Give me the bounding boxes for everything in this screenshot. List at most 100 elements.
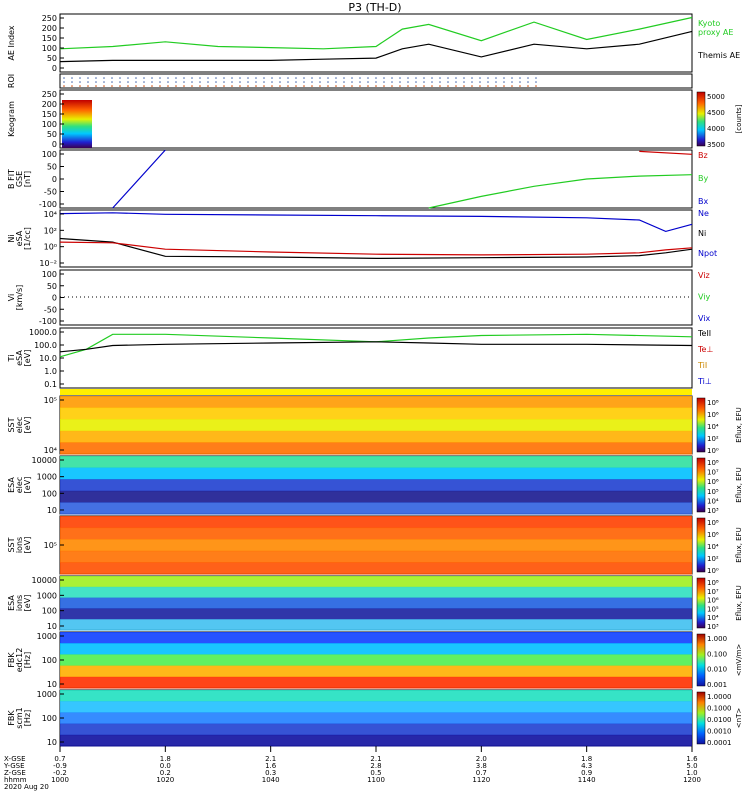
roi-dot [295,85,297,87]
colorbar-tick-label: 4000 [707,125,725,133]
y-tick-label: 10 [47,622,57,631]
roi-dot [183,77,185,79]
roi-dot [519,81,521,83]
axis-value: 1.8 [581,755,592,763]
roi-dot [103,85,105,87]
axis-value: 0.7 [54,755,65,763]
spectrogram-band [60,665,692,678]
series-line [59,237,693,260]
y-tick-label: 200 [42,100,57,109]
series-line [112,149,166,209]
roi-dot [375,77,377,79]
y-tick-label: 100 [42,607,57,616]
colorbar-tick-label: 0.0100 [707,716,732,724]
spectrogram-band [60,712,692,725]
panel-ylabel: ions [15,595,24,611]
panel-ylabel: [eV] [23,350,32,367]
colorbar-tick-label: 10⁰ [707,567,719,575]
panel-ylabel: SST [7,417,16,432]
axis-row-label: X-GSE [4,755,26,763]
roi-dot [175,77,177,79]
panel-ylabel: FBK [7,652,16,668]
axis-value: 1.8 [160,755,171,763]
y-tick-label: 10⁵ [44,396,57,405]
roi-dot [479,81,481,83]
roi-dot [527,85,529,87]
roi-dot [271,81,273,83]
roi-dot [431,77,433,79]
roi-dot [95,81,97,83]
roi-dot [247,77,249,79]
panel-ylabel: [eV] [23,417,32,434]
roi-dot [191,81,193,83]
roi-dot [511,85,513,87]
y-tick-label: 1000 [37,690,57,699]
axis-value: 5.0 [686,762,697,770]
roi-dot [439,81,441,83]
roi-dot [63,85,65,87]
y-tick-label: -50 [44,305,57,314]
axis-value: 0.9 [581,769,592,777]
spectrogram-band [60,619,692,631]
y-tick-label: 100 [42,270,57,279]
roi-dot [343,81,345,83]
roi-dot [311,77,313,79]
roi-dot [383,85,385,87]
roi-dot [471,77,473,79]
panel-ylabel: [1/cc] [23,227,32,250]
roi-dot [391,85,393,87]
legend-label: TiI [697,361,707,370]
roi-dot [487,77,489,79]
spectrogram-band [60,550,692,563]
roi-dot [263,81,265,83]
roi-dot [303,85,305,87]
roi-dot [279,85,281,87]
y-tick-label: 1000 [37,473,57,482]
roi-dot [71,85,73,87]
spectrogram-band [60,608,692,620]
colorbar-tick-label: 10⁷ [707,469,719,477]
y-tick-label: 250 [42,90,57,99]
y-tick-label: -100 [39,200,57,209]
roi-dot [247,85,249,87]
y-tick-label: 200 [42,24,57,33]
colorbar-tick-label: 10⁴ [707,423,719,431]
roi-dot [239,81,241,83]
colorbar [696,577,706,629]
panel-ylabel: eSA [15,230,24,246]
roi-dot [359,81,361,83]
roi-dot [327,81,329,83]
spectrogram-band [60,467,692,480]
roi-dot [111,81,113,83]
roi-dot [527,81,529,83]
roi-dot [407,77,409,79]
spectrogram-band [60,690,692,702]
legend-label: Themis AE [697,51,740,60]
legend-label: TeII [697,329,711,338]
spectrogram-band [60,527,692,540]
roi-dot [335,77,337,79]
colorbar-tick-label: 10² [707,555,719,563]
colorbar-tick-label: 5000 [707,93,725,101]
roi-dot [415,81,417,83]
colorbar [696,691,706,745]
roi-dot [223,81,225,83]
roi-dot [431,85,433,87]
roi-dot [79,77,81,79]
y-tick-label: 250 [42,14,57,23]
energy-strip [60,389,692,395]
y-tick-label: 0 [52,294,57,303]
y-tick-label: 1000 [37,591,57,600]
axis-value: 1020 [156,776,174,784]
roi-dot [415,77,417,79]
roi-dot [127,85,129,87]
spectrogram-band [60,654,692,667]
roi-dot [191,77,193,79]
y-tick-label: 10⁵ [44,541,57,550]
colorbar-label: <nT> [735,708,743,729]
panel-ylabel: scm1 [15,707,24,728]
roi-dot [87,77,89,79]
legend-label: Bx [698,197,708,206]
y-tick-label: 10⁴ [44,446,57,455]
